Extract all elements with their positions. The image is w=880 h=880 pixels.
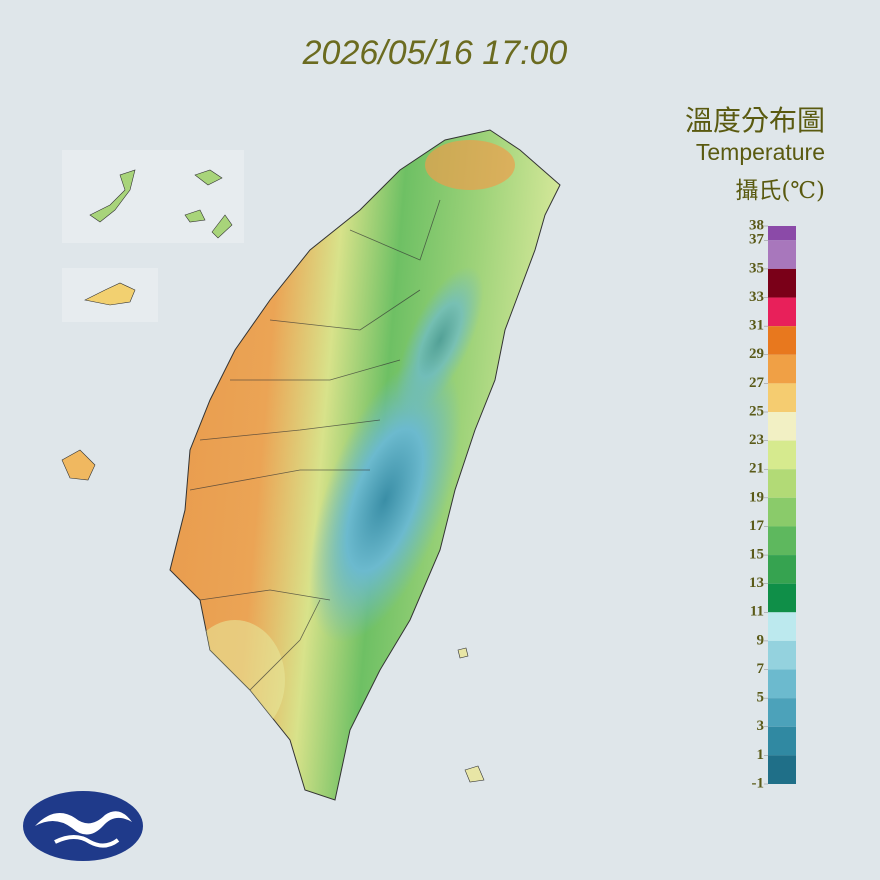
color-band bbox=[768, 755, 796, 784]
color-band bbox=[768, 268, 796, 298]
map-timestamp: 2026/05/16 17:00 bbox=[302, 34, 568, 72]
color-band bbox=[768, 555, 796, 584]
tick-label: 7 bbox=[757, 661, 765, 677]
tick-label: 9 bbox=[757, 632, 765, 648]
tick-label: 27 bbox=[749, 375, 765, 391]
tick-label: 3 bbox=[757, 718, 765, 734]
tick-label: -1 bbox=[752, 775, 765, 791]
tick-label: 29 bbox=[749, 346, 764, 362]
tick-label: 13 bbox=[749, 575, 764, 591]
tick-label: 5 bbox=[757, 690, 765, 706]
agency-logo bbox=[23, 791, 143, 861]
tick-label: 15 bbox=[749, 547, 764, 563]
tick-label: 33 bbox=[749, 289, 764, 305]
legend-subtitle: Temperature bbox=[696, 139, 825, 165]
color-band bbox=[768, 469, 796, 498]
color-band bbox=[768, 412, 796, 441]
color-band bbox=[768, 354, 796, 384]
tick-label: 38 bbox=[749, 217, 764, 233]
color-band bbox=[768, 669, 796, 699]
legend-title: 溫度分布圖 bbox=[685, 104, 825, 137]
tick-label: 35 bbox=[749, 260, 764, 276]
color-band bbox=[768, 612, 796, 641]
color-band bbox=[768, 583, 796, 613]
color-band bbox=[768, 440, 796, 470]
tick-label: 1 bbox=[757, 747, 765, 763]
color-band bbox=[768, 383, 796, 412]
outlying-islands bbox=[61, 150, 485, 783]
tick-label: 37 bbox=[749, 232, 765, 248]
tick-label: 17 bbox=[749, 518, 765, 534]
color-band bbox=[768, 698, 796, 727]
tick-label: 31 bbox=[749, 318, 764, 334]
legend-unit: 攝氏(℃) bbox=[735, 178, 825, 204]
color-band bbox=[768, 240, 796, 269]
color-band bbox=[768, 726, 796, 756]
tick-label: 21 bbox=[749, 461, 764, 477]
tick-label: 19 bbox=[749, 489, 764, 505]
tick-label: 25 bbox=[749, 403, 764, 419]
color-band bbox=[768, 326, 796, 355]
color-band bbox=[768, 297, 796, 327]
color-band bbox=[768, 497, 796, 527]
tick-label: 23 bbox=[749, 432, 764, 448]
color-band bbox=[768, 226, 796, 241]
tick-label: 11 bbox=[750, 604, 764, 620]
color-band bbox=[768, 526, 796, 556]
color-band bbox=[768, 640, 796, 670]
